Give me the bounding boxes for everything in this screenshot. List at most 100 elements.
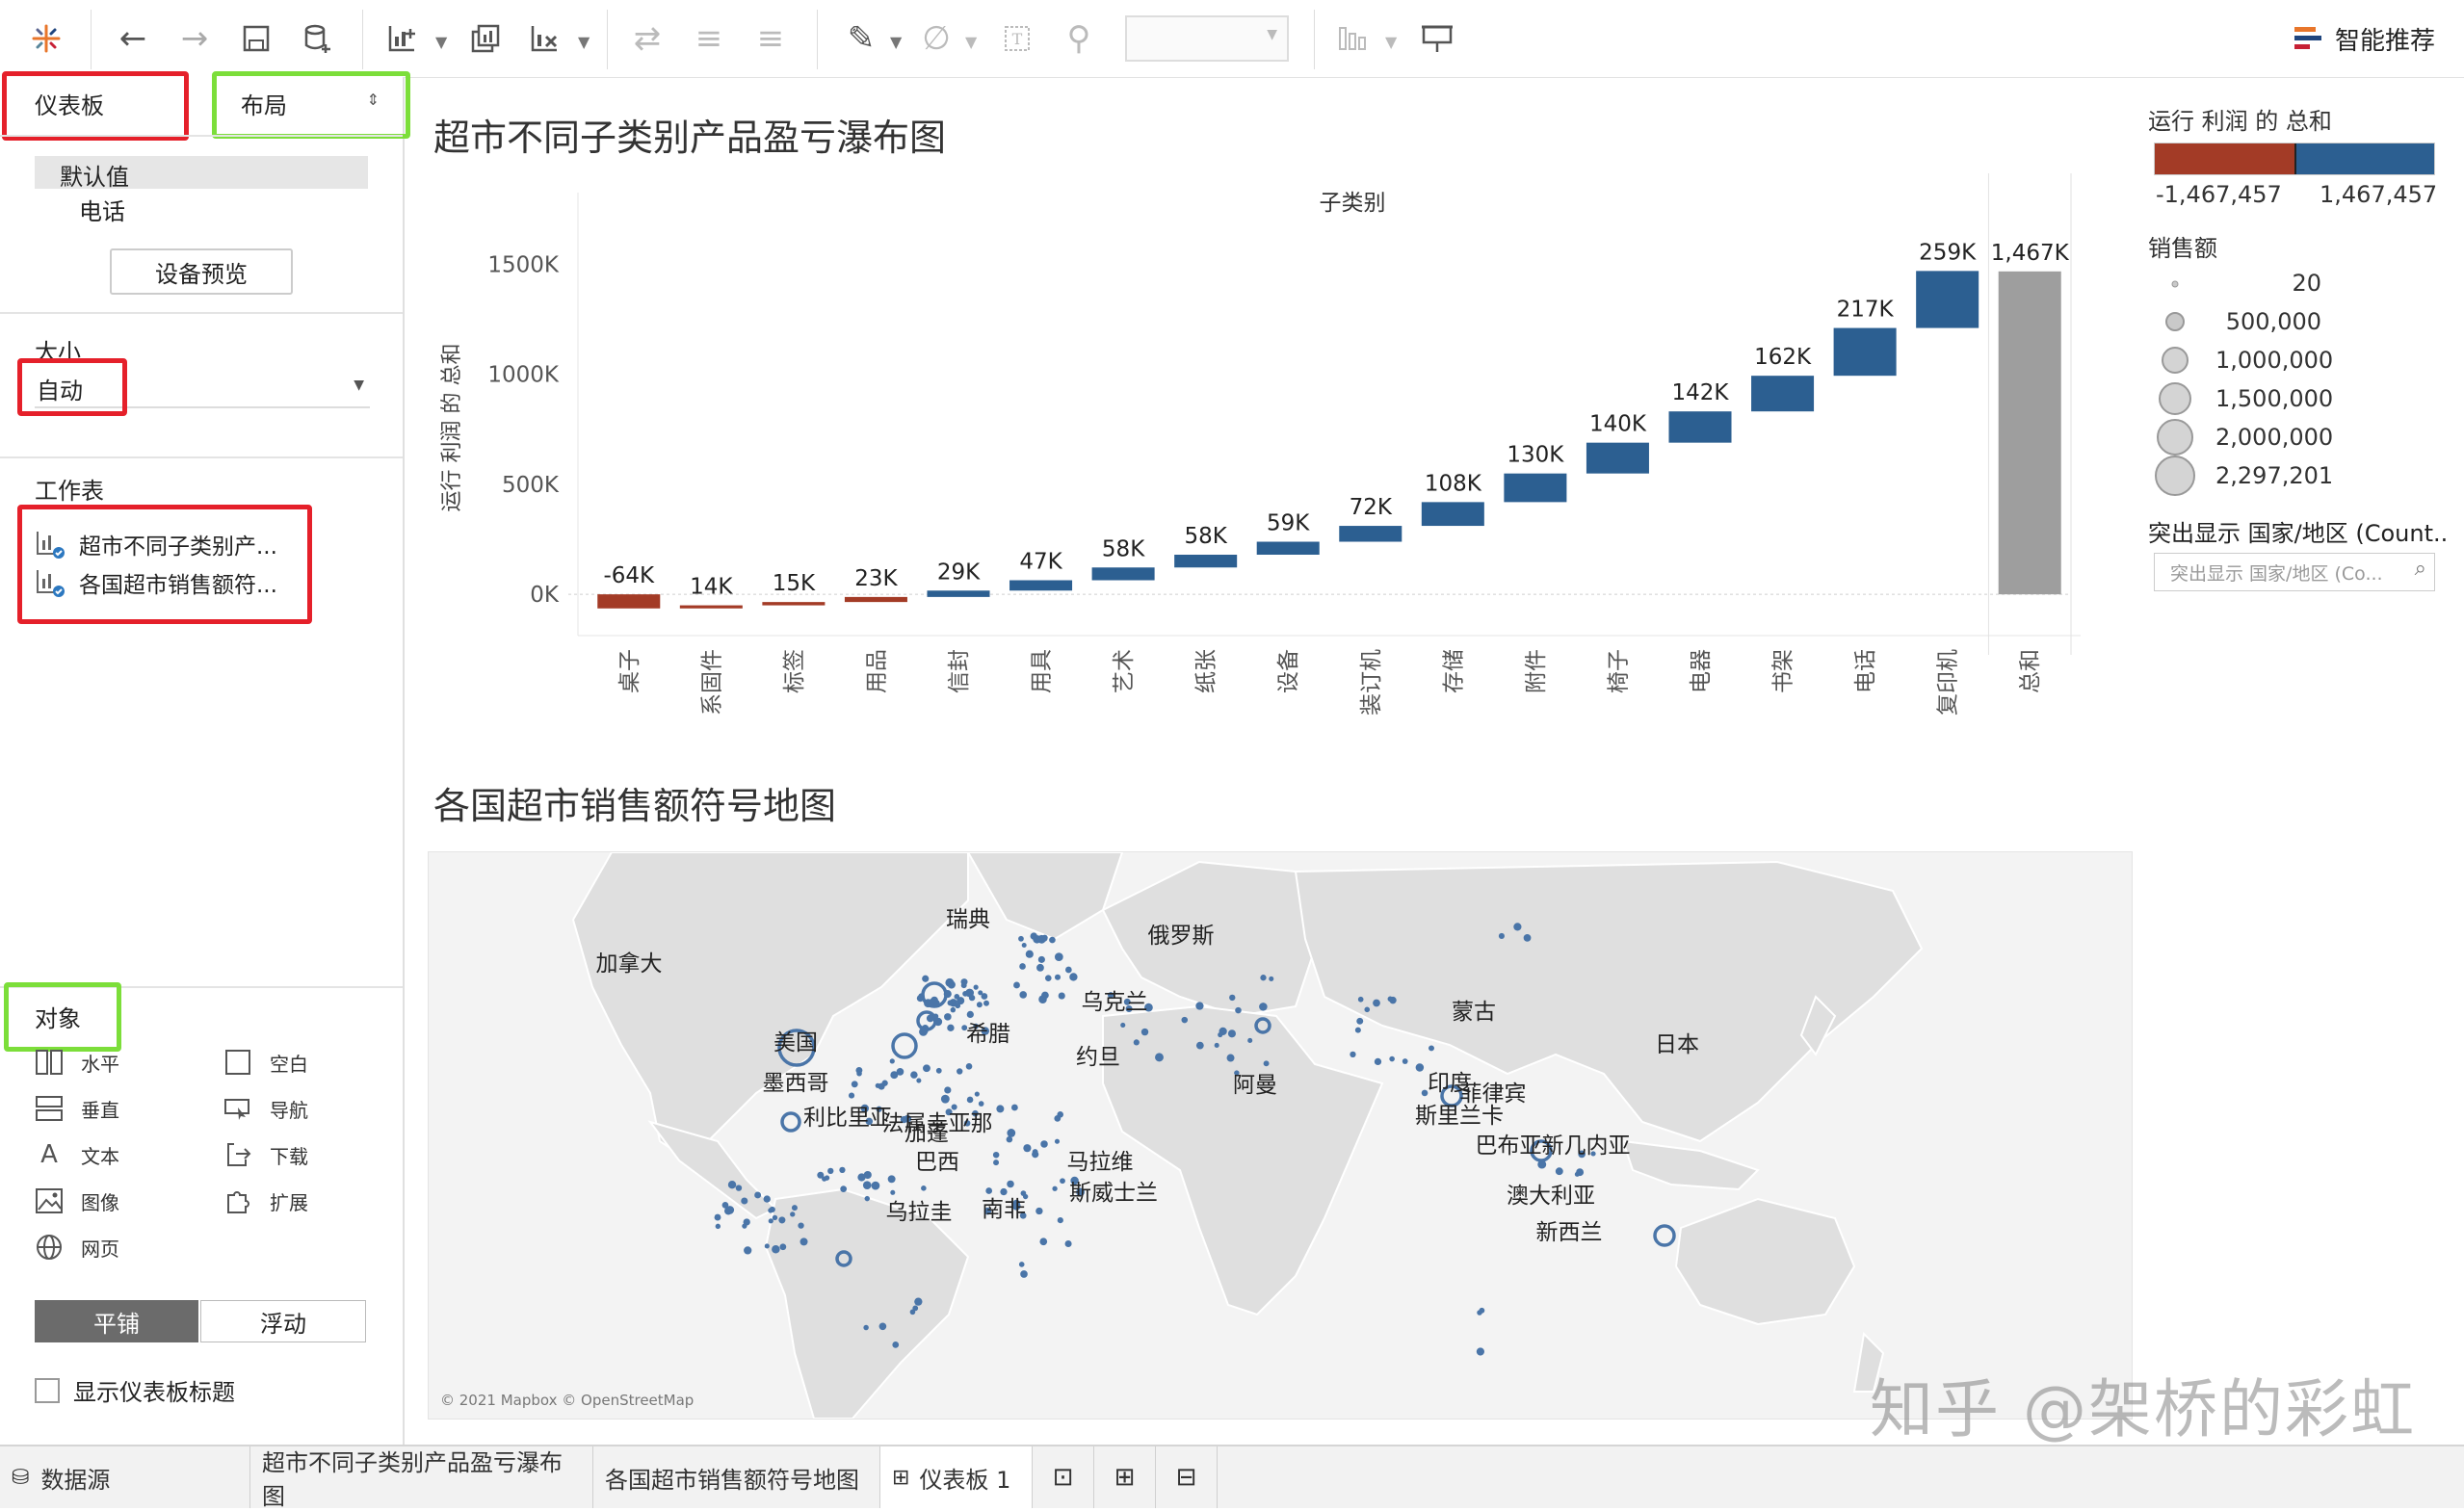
- sales-symbol[interactable]: [1057, 1111, 1064, 1118]
- sales-symbol[interactable]: [860, 1104, 870, 1113]
- waterfall-bar[interactable]: [1091, 567, 1155, 581]
- sales-symbol[interactable]: [978, 990, 983, 996]
- sales-symbol[interactable]: [790, 1211, 796, 1217]
- sales-symbol[interactable]: [922, 975, 930, 982]
- sales-symbol[interactable]: [932, 1013, 939, 1020]
- sales-symbol[interactable]: [896, 1068, 904, 1076]
- show-title-option[interactable]: 显示仪表板标题: [35, 1373, 235, 1407]
- waterfall-bar[interactable]: [1504, 473, 1567, 503]
- sales-symbol[interactable]: [1578, 1150, 1586, 1159]
- sales-symbol[interactable]: [889, 1058, 895, 1064]
- sales-symbol[interactable]: [1227, 1029, 1236, 1038]
- sales-symbol[interactable]: [1057, 1217, 1063, 1224]
- sales-symbol[interactable]: [922, 1028, 929, 1034]
- sales-symbol[interactable]: [926, 1014, 934, 1023]
- sales-symbol[interactable]: [791, 1205, 798, 1211]
- show-title-checkbox[interactable]: [35, 1377, 60, 1403]
- highlight-search-box[interactable]: 突出显示 国家/地区 (Co... ⌕: [2154, 553, 2435, 591]
- sales-symbol[interactable]: [881, 1080, 888, 1086]
- sales-symbol[interactable]: [910, 1071, 918, 1079]
- waterfall-bar[interactable]: [1751, 376, 1815, 412]
- sales-symbol[interactable]: [772, 1245, 780, 1254]
- sales-symbol[interactable]: [1415, 1063, 1425, 1072]
- sales-symbol[interactable]: [1125, 1005, 1133, 1013]
- sales-symbol[interactable]: [957, 997, 965, 1005]
- save-icon[interactable]: [235, 17, 277, 60]
- sales-symbol[interactable]: [1007, 1180, 1014, 1188]
- sales-symbol[interactable]: [1039, 1237, 1048, 1246]
- sales-symbol[interactable]: [741, 1197, 748, 1205]
- sales-symbol[interactable]: [864, 1195, 870, 1202]
- sales-symbol[interactable]: [992, 1151, 1000, 1159]
- sales-symbol[interactable]: [960, 982, 967, 989]
- sales-symbol[interactable]: [985, 1187, 993, 1194]
- sales-symbol[interactable]: [1389, 1055, 1395, 1062]
- sales-symbol[interactable]: [983, 1207, 992, 1215]
- sales-symbol[interactable]: [1350, 1051, 1356, 1058]
- sales-symbol[interactable]: [1387, 996, 1394, 1003]
- sales-symbol[interactable]: [1229, 994, 1236, 1002]
- sales-symbol[interactable]: [1040, 1140, 1048, 1148]
- sales-symbol[interactable]: [966, 1010, 974, 1019]
- sales-symbol[interactable]: [1195, 1002, 1204, 1010]
- sales-symbol[interactable]: [1013, 981, 1020, 989]
- sales-symbol[interactable]: [933, 1017, 943, 1027]
- sales-symbol[interactable]: [1054, 952, 1063, 962]
- sales-symbol[interactable]: [1064, 1239, 1072, 1248]
- sales-symbol[interactable]: [912, 1305, 919, 1312]
- sales-symbol[interactable]: [1234, 1070, 1240, 1076]
- worksheet-item[interactable]: 各国超市销售额符...: [35, 566, 277, 599]
- waterfall-bar[interactable]: [1998, 271, 2061, 595]
- undo-icon[interactable]: ←: [118, 19, 147, 58]
- sales-symbol[interactable]: [1226, 1054, 1235, 1062]
- sales-symbol[interactable]: [1195, 1041, 1204, 1050]
- sales-symbol[interactable]: [1123, 998, 1131, 1005]
- sales-symbol[interactable]: [966, 1096, 974, 1104]
- layout-tab[interactable]: 布局 ⇕: [218, 75, 399, 131]
- object-blank[interactable]: 空白: [223, 1048, 308, 1077]
- sales-symbol[interactable]: [1373, 999, 1380, 1007]
- sales-symbol[interactable]: [1523, 933, 1532, 942]
- sales-symbol[interactable]: [878, 1322, 887, 1331]
- sales-symbol[interactable]: [851, 1081, 858, 1088]
- device-default-item[interactable]: 默认值: [35, 156, 368, 191]
- sales-symbol[interactable]: [890, 1189, 896, 1195]
- object-vertical[interactable]: 垂直: [35, 1094, 119, 1123]
- waterfall-bar[interactable]: [597, 594, 661, 609]
- waterfall-bar[interactable]: [1586, 442, 1649, 474]
- highlight-caret-icon[interactable]: ▼: [890, 33, 903, 51]
- sales-symbol[interactable]: [940, 1094, 950, 1104]
- sales-symbol[interactable]: [1019, 963, 1026, 970]
- clear-caret-icon[interactable]: ▼: [578, 33, 590, 51]
- new-story-tab-button[interactable]: ⊟: [1156, 1446, 1218, 1508]
- new-dashboard-tab-button[interactable]: ⊞: [1094, 1446, 1156, 1508]
- sales-symbol[interactable]: [715, 1223, 721, 1230]
- sales-symbol[interactable]: [769, 1206, 775, 1213]
- sales-symbol[interactable]: [824, 1175, 830, 1181]
- sales-symbol[interactable]: [1218, 1031, 1223, 1038]
- group-clip-icon[interactable]: ∅: [922, 19, 951, 58]
- waterfall-bar[interactable]: [762, 602, 826, 606]
- sales-symbol[interactable]: [1038, 995, 1047, 1003]
- tab-dashboard[interactable]: ⊞ 仪表板 1: [880, 1446, 1033, 1508]
- waterfall-bar[interactable]: [1833, 327, 1897, 377]
- waterfall-bar[interactable]: [679, 605, 743, 609]
- sales-symbol[interactable]: [1019, 1211, 1027, 1219]
- sales-symbol[interactable]: [944, 1086, 952, 1094]
- sales-symbol[interactable]: [835, 1250, 852, 1267]
- sales-symbol[interactable]: [1374, 1057, 1382, 1066]
- sales-symbol[interactable]: [944, 1013, 952, 1021]
- sort-ascending-icon[interactable]: ≡: [695, 19, 723, 58]
- sales-symbol[interactable]: [976, 1002, 983, 1008]
- sales-symbol[interactable]: [890, 1071, 899, 1080]
- fit-dropdown[interactable]: ▼: [1125, 15, 1289, 62]
- sales-symbol[interactable]: [1428, 1045, 1434, 1052]
- duplicate-icon[interactable]: [464, 17, 507, 60]
- sales-symbol[interactable]: [1049, 936, 1056, 944]
- sales-symbol[interactable]: [965, 988, 975, 998]
- sales-symbol[interactable]: [1259, 1003, 1268, 1011]
- tableau-logo-icon[interactable]: [25, 17, 67, 60]
- sales-symbol[interactable]: [1653, 1224, 1676, 1247]
- sales-symbol[interactable]: [961, 1025, 968, 1031]
- sales-symbol[interactable]: [1477, 1310, 1482, 1316]
